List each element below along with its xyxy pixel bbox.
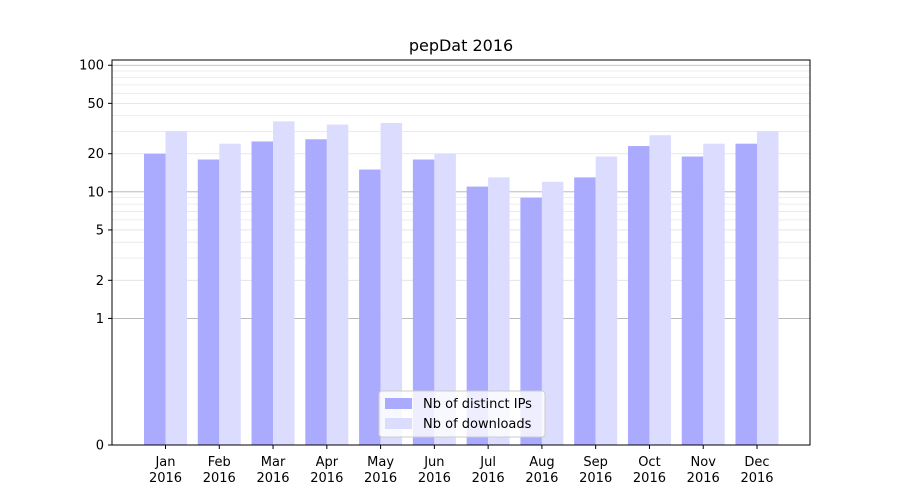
bar-downloads xyxy=(541,181,564,445)
y-tick-label: 2 xyxy=(96,274,104,289)
bar-downloads xyxy=(326,124,349,445)
bar-downloads xyxy=(380,122,403,445)
x-tick-label: Sep 2016 xyxy=(579,455,612,486)
y-axis-ticks: 0 1 2 5 10 20 50 100 xyxy=(79,59,112,454)
x-tick-label: Apr 2016 xyxy=(310,455,343,486)
bar-downloads xyxy=(595,156,618,446)
x-tick-label: Nov 2016 xyxy=(687,455,720,486)
bar-distinct-ips xyxy=(359,169,381,445)
y-tick-label: 20 xyxy=(87,147,104,162)
plot-frame xyxy=(111,59,811,446)
bar-downloads xyxy=(757,131,779,445)
x-tick-label: Mar 2016 xyxy=(256,455,289,486)
x-axis-ticks: Jan 2016 Feb 2016 Mar 2016 Apr 2016 May 2016 Jun 20… xyxy=(149,445,774,486)
bar-downloads xyxy=(488,177,510,446)
bar-distinct-ips xyxy=(251,141,274,445)
bar-downloads xyxy=(165,131,187,445)
bar-downloads xyxy=(703,143,725,445)
bar-distinct-ips xyxy=(681,156,704,446)
y-tick-label: 0 xyxy=(96,439,104,454)
bar-downloads xyxy=(434,153,456,446)
x-tick-label: Jun 2016 xyxy=(418,455,451,486)
bar-distinct-ips xyxy=(627,146,650,445)
bar-distinct-ips xyxy=(412,159,435,445)
legend-box xyxy=(378,390,546,438)
y-tick-label: 100 xyxy=(79,59,104,74)
x-tick-label: Dec 2016 xyxy=(740,455,773,486)
legend-swatch xyxy=(385,418,412,429)
x-tick-label: Aug 2016 xyxy=(525,455,558,486)
x-tick-label: May 2016 xyxy=(364,455,397,486)
x-tick-label: Feb 2016 xyxy=(203,455,236,486)
bar-downloads xyxy=(273,121,295,445)
legend-label: Nb of distinct IPs xyxy=(423,397,532,412)
y-tick-label: 10 xyxy=(87,185,104,200)
x-tick-label: Jul 2016 xyxy=(472,455,505,486)
legend: Nb of distinct IPs Nb of downloads xyxy=(378,390,546,438)
bar-downloads xyxy=(649,135,671,445)
bar-distinct-ips xyxy=(305,139,327,445)
y-tick-label: 50 xyxy=(87,97,104,112)
bar-downloads xyxy=(219,143,241,445)
bar-distinct-ips xyxy=(735,143,757,445)
y-tick-label: 1 xyxy=(96,312,104,327)
bar-distinct-ips xyxy=(197,159,220,445)
bars xyxy=(144,121,779,446)
bar-distinct-ips xyxy=(574,177,596,446)
bar-distinct-ips xyxy=(520,197,542,445)
legend-swatch xyxy=(385,398,412,409)
chart-title: pepDat 2016 xyxy=(409,36,513,55)
y-tick-label: 5 xyxy=(96,223,104,238)
legend-label: Nb of downloads xyxy=(423,417,532,432)
x-tick-label: Jan 2016 xyxy=(149,455,182,486)
bar-distinct-ips xyxy=(466,186,489,446)
bar-distinct-ips xyxy=(144,153,166,446)
axes xyxy=(111,59,811,446)
x-tick-label: Oct 2016 xyxy=(633,455,666,486)
